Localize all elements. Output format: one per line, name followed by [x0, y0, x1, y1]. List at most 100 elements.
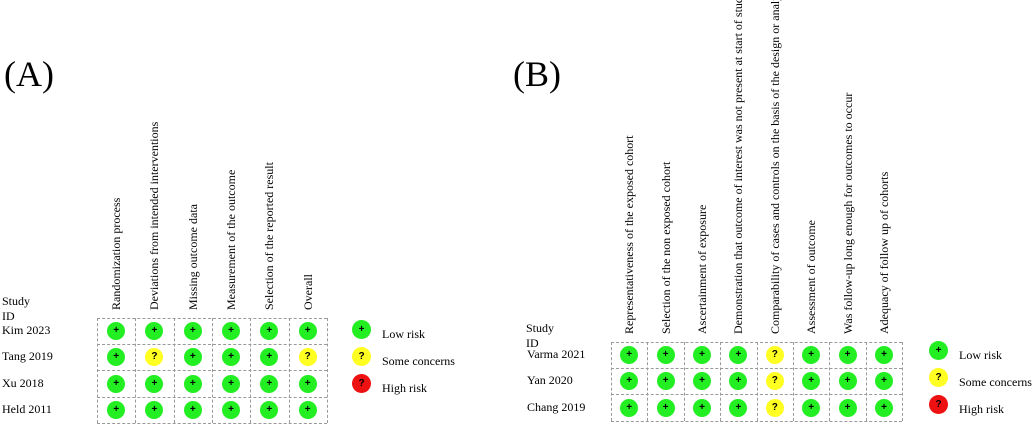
rating-dot-some: ? [298, 348, 317, 367]
rating-dot-low: + [260, 374, 279, 393]
rating-dot-low: + [802, 398, 821, 417]
panel-a-study-id-header: Study ID [2, 294, 31, 323]
legend-high-label: High risk [959, 402, 1004, 416]
study-row-label: Xu 2018 [2, 375, 44, 390]
rating-dot-low: + [107, 374, 126, 393]
grid-vline [647, 342, 649, 421]
column-header: Adequacy of follow up of cohorts [877, 171, 891, 334]
rating-dot-low: + [729, 398, 748, 417]
column-header: Deviations from intended interventions [147, 121, 162, 310]
rating-dot-low: + [183, 374, 202, 393]
column-header: Assessment of outcome [804, 220, 819, 334]
rating-dot-low: + [875, 398, 893, 417]
column-header: Was follow-up long enough for outcomes t… [840, 92, 855, 334]
rating-dot-low: + [620, 398, 639, 417]
legend-high-icon: ? [929, 395, 948, 414]
rating-dot-some: ? [765, 346, 784, 365]
panel-b-study-id-header: Study ID [526, 321, 555, 350]
legend-high-icon: ? [352, 374, 371, 393]
rating-dot-low: + [875, 372, 893, 391]
rating-dot-low: + [222, 400, 241, 419]
study-row-label: Yan 2020 [527, 373, 573, 388]
study-row-label: Chang 2019 [527, 399, 586, 414]
column-header: Representativeness of the exposed cohort [622, 135, 637, 334]
grid-hline [97, 370, 327, 372]
rating-dot-some: ? [765, 372, 784, 391]
column-header: Demonstration that outcome of interest w… [731, 0, 746, 334]
grid-hline [611, 342, 903, 343]
rating-dot-some: ? [145, 348, 164, 367]
legend-some-label: Some concerns [382, 354, 455, 368]
legend-some-icon: ? [929, 368, 948, 387]
grid-vline [756, 342, 758, 421]
grid-vline [902, 342, 904, 421]
rating-dot-low: + [656, 398, 675, 417]
rating-dot-low: + [693, 398, 711, 417]
column-header: Missing outcome data [185, 204, 200, 310]
grid-vline [611, 342, 612, 421]
study-row-label: Held 2011 [2, 401, 52, 416]
rating-dot-low: + [838, 398, 857, 417]
rating-dot-low: + [693, 372, 711, 391]
column-header: Selection of the non exposed cohort [658, 161, 673, 334]
rating-dot-low: + [260, 400, 279, 419]
rating-dot-low: + [838, 346, 857, 365]
grid-hline [97, 396, 327, 398]
rating-dot-low: + [620, 346, 639, 365]
rating-dot-low: + [693, 346, 711, 365]
grid-vline [683, 342, 685, 421]
study-row-label: Tang 2019 [2, 349, 53, 364]
study-row-label: Varma 2021 [527, 347, 586, 362]
rating-dot-low: + [875, 346, 893, 365]
rating-dot-low: + [260, 322, 279, 341]
rating-dot-some: ? [765, 398, 784, 417]
panel-b-label: (B) [513, 54, 561, 94]
rating-dot-low: + [145, 374, 164, 393]
rating-dot-low: + [222, 348, 241, 367]
legend-low-icon: + [929, 341, 948, 360]
grid-hline [97, 422, 327, 424]
rating-dot-low: + [107, 400, 126, 419]
grid-hline [97, 344, 327, 346]
panel-a-label: (A) [4, 54, 54, 94]
rating-dot-low: + [107, 322, 126, 341]
study-row-label: Kim 2023 [2, 323, 51, 338]
rating-dot-low: + [107, 348, 126, 367]
grid-vline [326, 318, 328, 423]
grid-vline [829, 342, 831, 421]
grid-hline [611, 394, 903, 396]
grid-vline [793, 342, 794, 421]
column-header: Overall [300, 274, 315, 310]
column-header: Selection of the reported result [262, 162, 277, 310]
legend-low-icon: + [352, 320, 371, 339]
column-header: Ascertainment of exposure [695, 204, 709, 334]
rating-dot-low: + [183, 400, 202, 419]
rating-dot-low: + [802, 372, 821, 391]
grid-vline [720, 342, 722, 421]
rating-dot-low: + [729, 346, 748, 365]
column-header: Comparability of cases and controls on t… [767, 0, 782, 334]
column-header: Randomization process [109, 197, 124, 310]
rating-dot-low: + [620, 372, 639, 391]
grid-hline [97, 318, 327, 319]
rating-dot-low: + [298, 322, 317, 341]
rating-dot-low: + [260, 348, 279, 367]
rating-dot-low: + [183, 322, 202, 341]
rating-dot-low: + [656, 372, 675, 391]
rating-dot-low: + [656, 346, 675, 365]
rating-dot-low: + [729, 372, 748, 391]
legend-some-label: Some concerns [959, 375, 1032, 389]
legend-some-icon: ? [352, 347, 371, 366]
rating-dot-low: + [802, 346, 821, 365]
rating-dot-low: + [298, 374, 317, 393]
rating-dot-low: + [298, 400, 317, 419]
column-header: Measurement of the outcome [224, 169, 239, 310]
rating-dot-low: + [145, 322, 164, 341]
rating-dot-low: + [183, 348, 202, 367]
rating-dot-low: + [222, 322, 241, 341]
rating-dot-low: + [222, 374, 241, 393]
legend-high-label: High risk [382, 381, 427, 395]
grid-hline [611, 420, 903, 422]
rating-dot-low: + [838, 372, 857, 391]
legend-low-label: Low risk [382, 327, 425, 341]
